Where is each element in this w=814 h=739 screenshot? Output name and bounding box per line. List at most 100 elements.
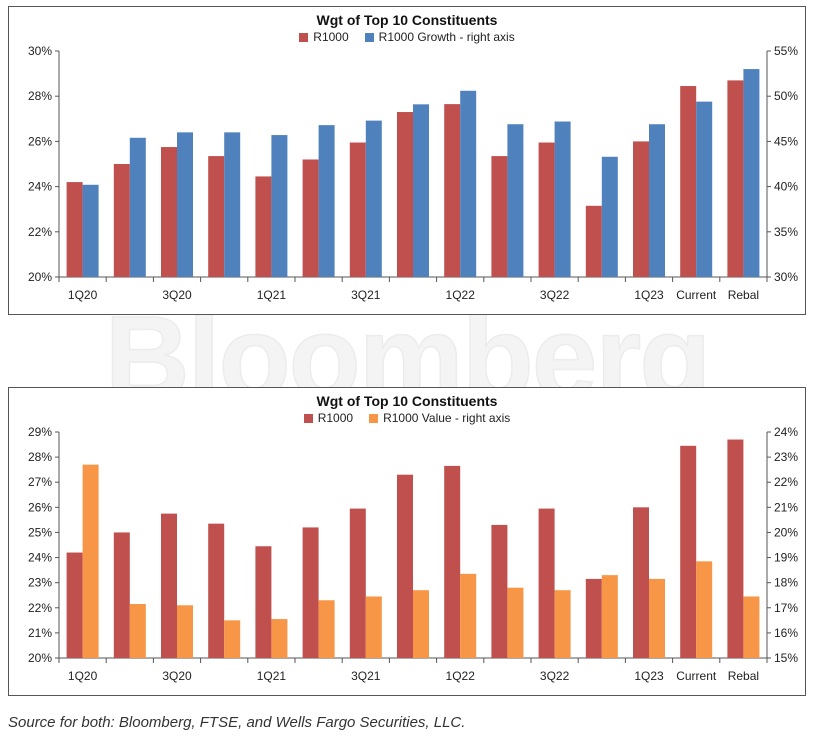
left-tick-label: 29% — [28, 425, 52, 439]
bar-right-series — [82, 184, 99, 277]
bar-r1000 — [208, 523, 225, 658]
bar-right-series — [413, 104, 429, 277]
x-tick-label: 1Q22 — [446, 288, 476, 302]
bar-right-series — [649, 124, 665, 277]
bar-r1000 — [397, 474, 413, 658]
x-tick-label: 1Q23 — [634, 669, 664, 683]
bar-right-series — [177, 605, 193, 658]
right-tick-label: 15% — [774, 651, 798, 665]
bar-right-series — [554, 121, 571, 278]
left-tick-label: 22% — [28, 225, 52, 239]
chart-legend: R1000 R1000 Value - right axis — [9, 411, 805, 425]
bar-r1000 — [444, 465, 461, 658]
right-tick-label: 21% — [774, 500, 798, 514]
x-tick-label: 1Q23 — [634, 288, 664, 302]
left-tick-label: 24% — [28, 551, 52, 565]
bar-right-series — [129, 604, 146, 658]
bar-r1000 — [727, 80, 744, 277]
bar-r1000 — [397, 112, 413, 278]
bar-right-series — [177, 132, 193, 277]
bar-r1000 — [633, 507, 649, 658]
bar-r1000 — [491, 524, 508, 658]
bar-right-series — [601, 156, 618, 277]
bar-r1000 — [255, 546, 272, 658]
x-tick-label: 1Q20 — [68, 288, 98, 302]
legend-item-r1000: R1000 — [303, 411, 354, 425]
x-tick-label: 3Q22 — [540, 288, 570, 302]
legend-label: R1000 — [317, 411, 354, 425]
right-tick-label: 18% — [774, 576, 798, 590]
bar-right-series — [460, 573, 477, 658]
left-tick-label: 27% — [28, 475, 52, 489]
x-tick-label: 3Q21 — [351, 669, 381, 683]
x-tick-label: Current — [676, 288, 717, 302]
bar-right-series — [460, 90, 477, 277]
x-tick-label: 1Q21 — [257, 288, 287, 302]
x-tick-label: Rebal — [728, 288, 759, 302]
bar-r1000 — [444, 104, 461, 277]
bar-right-series — [696, 561, 713, 658]
source-note: Source for both: Bloomberg, FTSE, and We… — [8, 714, 466, 731]
bar-right-series — [743, 69, 760, 277]
legend-label: R1000 — [313, 30, 349, 44]
chart-legend: R1000 R1000 Growth - right axis — [9, 30, 805, 44]
left-tick-label: 23% — [28, 576, 52, 590]
bar-right-series — [82, 464, 99, 658]
left-tick-label: 26% — [28, 134, 52, 148]
bar-right-series — [271, 619, 288, 658]
left-tick-label: 20% — [28, 651, 52, 665]
bar-r1000 — [538, 508, 555, 658]
x-tick-label: 3Q20 — [162, 669, 192, 683]
bar-right-series — [318, 125, 335, 278]
legend-label: R1000 Value - right axis — [383, 411, 511, 425]
x-tick-label: Rebal — [728, 669, 759, 683]
bar-r1000 — [491, 156, 508, 277]
bar-r1000 — [113, 164, 130, 277]
right-tick-label: 40% — [774, 180, 798, 194]
right-tick-label: 19% — [774, 551, 798, 565]
bar-right-series — [365, 596, 382, 658]
right-tick-label: 30% — [774, 270, 798, 284]
bar-right-series — [507, 587, 524, 658]
chart-title: Wgt of Top 10 Constituents — [316, 393, 498, 409]
right-tick-label: 17% — [774, 601, 798, 615]
right-tick-label: 22% — [774, 475, 798, 489]
bar-r1000 — [633, 141, 649, 277]
bar-r1000 — [680, 86, 697, 277]
bar-r1000 — [161, 513, 177, 658]
left-tick-label: 24% — [28, 180, 52, 194]
bar-r1000 — [349, 508, 366, 658]
bar-right-series — [554, 590, 571, 658]
bar-right-series — [696, 101, 713, 278]
bar-right-series — [601, 575, 618, 658]
x-tick-label: 1Q22 — [446, 669, 476, 683]
bar-r1000 — [727, 439, 744, 658]
growth-chart-panel: Wgt of Top 10 Constituents R1000 R1000 G… — [8, 6, 806, 315]
bar-right-series — [743, 596, 760, 658]
value-chart-panel: Wgt of Top 10 Constituents R1000 R1000 V… — [8, 387, 806, 696]
legend-label: R1000 Growth - right axis — [378, 30, 515, 44]
bar-r1000 — [680, 445, 697, 658]
bar-r1000 — [255, 176, 272, 277]
chart-title: Wgt of Top 10 Constituents — [316, 12, 498, 28]
left-tick-label: 28% — [28, 450, 52, 464]
right-tick-label: 23% — [774, 450, 798, 464]
bar-r1000 — [66, 182, 83, 277]
bar-right-series — [271, 135, 288, 277]
bar-right-series — [318, 600, 335, 658]
value-chart-plot: 20% 21% 22% 23% 24% 25% 26% 27% 28% 29% 15% 16% 17% 1… — [28, 425, 798, 683]
x-tick-label: 3Q22 — [540, 669, 570, 683]
bar-right-series — [365, 120, 382, 277]
bar-r1000 — [161, 147, 177, 277]
bar-r1000 — [302, 527, 319, 658]
left-tick-label: 26% — [28, 500, 52, 514]
bar-right-series — [224, 132, 241, 277]
x-tick-label: 3Q21 — [351, 288, 381, 302]
x-tick-label: 3Q20 — [162, 288, 192, 302]
legend-item-value: R1000 Value - right axis — [369, 411, 510, 425]
legend-swatch — [369, 413, 379, 423]
x-tick-label: Current — [676, 669, 717, 683]
bar-right-series — [649, 578, 665, 658]
bar-r1000 — [208, 156, 225, 277]
right-tick-label: 20% — [774, 525, 798, 539]
